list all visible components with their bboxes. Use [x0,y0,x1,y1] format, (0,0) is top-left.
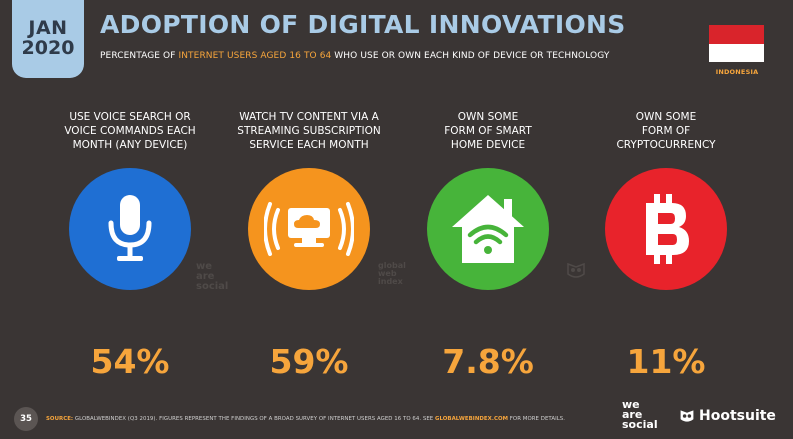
smart-home-icon [427,168,549,290]
gwi-watermark: global web index [378,261,406,286]
source-after: FOR MORE DETAILS. [508,416,566,422]
hootsuite-name: Hootsuite [699,408,776,424]
wearesocial-watermark: we are social [196,261,229,292]
streaming-tv-icon [248,168,370,290]
metric-label: USE VOICE SEARCH OR VOICE COMMANDS EACH … [64,111,196,151]
subtitle-part1: PERCENTAGE OF [100,51,179,61]
country-label: INDONESIA [715,68,759,76]
metric-value: 7.8% [442,342,534,381]
metric-streaming: WATCH TV CONTENT VIA A STREAMING SUBSCRI… [224,110,394,381]
page-subtitle: PERCENTAGE OF INTERNET USERS AGED 16 TO … [100,51,609,61]
subtitle-part2: WHO USE OR OWN EACH KIND OF DEVICE OR TE… [331,51,610,61]
metric-smart-home: OWN SOME FORM OF SMART HOME DEVICE 7.8% [403,110,573,381]
subtitle-highlight: INTERNET USERS AGED 16 TO 64 [178,51,332,61]
date-badge-month: JAN [28,17,68,40]
page-number: 35 [14,407,38,431]
source-label: SOURCE: [46,416,74,422]
source-text: GLOBALWEBINDEX (Q3 2019). FIGURES REPRES… [73,416,436,422]
metric-value: 54% [90,342,170,381]
metric-value: 11% [626,342,706,381]
indonesia-flag-icon [709,25,764,62]
microphone-icon [69,168,191,290]
metric-value: 59% [269,342,349,381]
hootsuite-owl-icon [680,410,694,422]
bitcoin-icon [605,168,727,290]
date-badge-year: 2020 [21,37,75,59]
date-badge: JAN 2020 [12,0,84,78]
hootsuite-logo: Hootsuite [679,408,776,424]
metric-label: OWN SOME FORM OF SMART HOME DEVICE [444,111,532,151]
metric-voice-search: USE VOICE SEARCH OR VOICE COMMANDS EACH … [45,110,215,381]
wearesocial-logo: we are social [622,398,658,431]
metric-cryptocurrency: OWN SOME FORM OF CRYPTOCURRENCY 11% [581,110,751,381]
source-footnote: SOURCE: GLOBALWEBINDEX (Q3 2019). FIGURE… [46,416,565,422]
page-title: ADOPTION OF DIGITAL INNOVATIONS [100,10,626,39]
metric-label: OWN SOME FORM OF CRYPTOCURRENCY [616,111,716,151]
hootsuite-owl-watermark-icon [566,262,586,282]
source-link[interactable]: GLOBALWEBINDEX.COM [435,416,508,422]
metric-label: WATCH TV CONTENT VIA A STREAMING SUBSCRI… [237,111,381,151]
